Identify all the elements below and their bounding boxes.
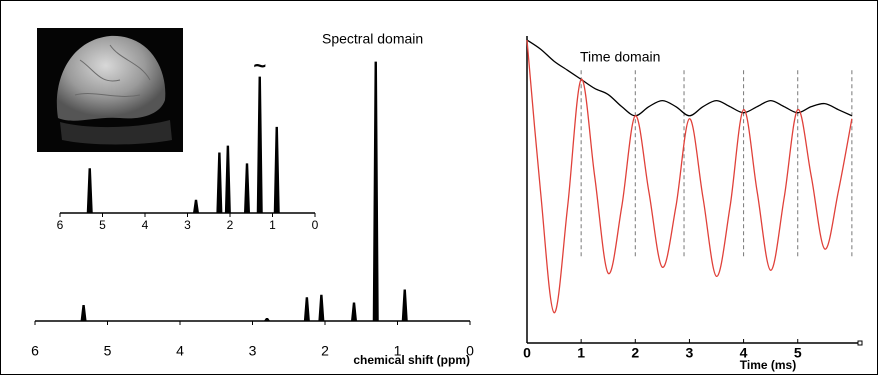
x-tick-label: 4	[740, 345, 748, 361]
x-tick-label: 4	[142, 218, 149, 232]
x-tick-label: 0	[466, 343, 474, 359]
chart-title: Time domain	[580, 49, 660, 65]
x-axis-label: Time (ms)	[740, 358, 796, 372]
x-tick-label: 2	[227, 218, 234, 232]
axis-end	[858, 341, 862, 345]
chart-title: Spectral domain	[322, 31, 423, 47]
x-tick-label: 2	[321, 343, 329, 359]
mri-image	[37, 28, 183, 152]
x-tick-label: 3	[686, 345, 694, 361]
x-tick-label: 0	[312, 218, 319, 232]
figure: Spectral domain Time domain chemical shi…	[0, 0, 878, 375]
x-axis-label: chemical shift (ppm)	[353, 353, 470, 367]
annotation: ~	[253, 53, 266, 78]
x-tick-label: 2	[631, 345, 639, 361]
x-tick-label: 3	[249, 343, 257, 359]
x-tick-label: 5	[104, 343, 112, 359]
x-tick-label: 1	[577, 345, 585, 361]
x-tick-label: 4	[176, 343, 184, 359]
x-tick-label: 0	[523, 345, 531, 361]
x-tick-label: 1	[269, 218, 276, 232]
x-tick-label: 6	[57, 218, 64, 232]
x-tick-label: 3	[184, 218, 191, 232]
x-tick-label: 6	[31, 343, 39, 359]
x-tick-label: 5	[794, 345, 802, 361]
x-tick-label: 5	[99, 218, 106, 232]
x-tick-label: 1	[394, 343, 402, 359]
